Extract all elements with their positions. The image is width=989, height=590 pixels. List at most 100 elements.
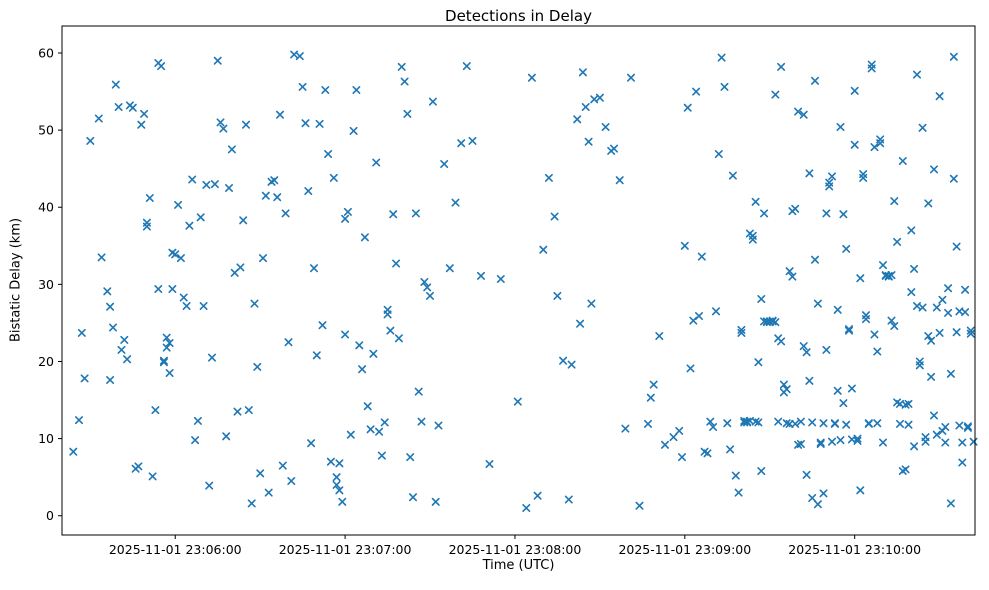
- data-point-marker: [477, 271, 485, 280]
- data-point-marker: [117, 345, 126, 354]
- data-point-marker: [819, 419, 828, 428]
- data-point-marker: [270, 176, 279, 185]
- data-point-marker: [250, 299, 259, 308]
- data-point-marker: [318, 321, 327, 330]
- data-point-marker: [584, 137, 593, 146]
- data-point-marker: [162, 343, 171, 352]
- chart-title: Detections in Delay: [445, 7, 592, 25]
- data-point-marker: [794, 107, 803, 116]
- data-point-marker: [788, 272, 797, 281]
- data-point-marker: [969, 437, 978, 446]
- data-point-marker: [400, 77, 409, 86]
- data-point-marker: [845, 326, 853, 335]
- data-point-marker: [533, 491, 542, 500]
- data-point-marker: [904, 399, 913, 408]
- data-point-marker: [828, 172, 836, 181]
- data-point-marker: [142, 218, 151, 227]
- data-point-marker: [737, 325, 746, 334]
- data-point-marker: [879, 261, 887, 270]
- data-point-marker: [731, 471, 740, 480]
- data-point-marker: [329, 173, 338, 182]
- data-point-marker: [686, 364, 695, 373]
- data-point-marker: [148, 472, 157, 481]
- data-point-marker: [856, 486, 865, 495]
- data-point-marker: [610, 144, 618, 153]
- data-point-marker: [816, 440, 825, 448]
- data-point-marker: [695, 312, 703, 320]
- data-point-marker: [346, 430, 355, 439]
- data-point-marker: [966, 326, 975, 335]
- data-point-marker: [360, 233, 369, 242]
- data-point-marker: [712, 307, 720, 316]
- axes-frame: [61, 25, 976, 536]
- data-point-marker: [961, 308, 970, 317]
- data-point-marker: [539, 245, 548, 254]
- data-point-marker: [426, 291, 434, 300]
- x-tick-label: 2025-11-01 23:07:00: [279, 542, 412, 557]
- data-point-marker: [431, 497, 440, 506]
- data-point-marker: [457, 139, 466, 148]
- data-point-marker: [941, 423, 950, 431]
- y-tick-label: 0: [46, 508, 54, 523]
- data-point-marker: [307, 439, 316, 448]
- data-point-marker: [253, 362, 262, 371]
- y-tick-label: 40: [38, 200, 54, 215]
- data-point-marker: [94, 114, 103, 123]
- data-point-marker: [842, 244, 851, 253]
- data-point-marker: [106, 376, 115, 384]
- data-point-marker: [896, 419, 904, 428]
- data-point-marker: [165, 339, 174, 347]
- data-point-marker: [349, 126, 358, 135]
- data-point-marker: [406, 453, 415, 462]
- data-point-marker: [796, 417, 805, 426]
- data-point-marker: [389, 210, 398, 219]
- data-point-marker: [777, 337, 786, 346]
- data-point-marker: [822, 209, 831, 218]
- data-point-marker: [259, 254, 267, 263]
- data-point-marker: [222, 432, 231, 441]
- data-point-marker: [649, 380, 658, 389]
- data-point-marker: [930, 411, 938, 420]
- data-point-marker: [890, 197, 899, 206]
- data-point-marker: [182, 302, 191, 310]
- data-point-marker: [312, 351, 321, 360]
- data-point-marker: [225, 184, 233, 192]
- data-point-marker: [946, 369, 955, 378]
- data-point-marker: [910, 442, 919, 451]
- data-point-marker: [864, 419, 873, 428]
- data-point-marker: [451, 198, 460, 207]
- data-point-marker: [941, 438, 950, 447]
- data-point-marker: [757, 295, 766, 303]
- data-point-marker: [123, 355, 132, 364]
- data-point-marker: [202, 180, 211, 189]
- data-point-marker: [754, 358, 763, 367]
- data-point-marker: [799, 110, 808, 119]
- data-point-marker: [375, 427, 384, 436]
- data-point-marker: [791, 419, 800, 428]
- data-point-marker: [799, 342, 808, 351]
- data-point-marker: [281, 209, 290, 218]
- data-point-marker: [191, 436, 200, 445]
- data-point-marker: [513, 397, 522, 406]
- data-point-marker: [924, 332, 933, 340]
- data-point-marker: [935, 92, 944, 101]
- data-point-marker: [171, 250, 180, 259]
- data-point-marker: [867, 64, 876, 73]
- data-point-marker: [924, 199, 933, 208]
- data-point-marker: [137, 120, 146, 129]
- data-point-marker: [717, 53, 726, 62]
- data-point-marker: [109, 323, 117, 332]
- data-point-marker: [208, 353, 216, 362]
- data-point-marker: [358, 365, 367, 374]
- data-point-marker: [409, 493, 417, 502]
- data-point-marker: [363, 402, 372, 411]
- data-point-marker: [392, 259, 401, 268]
- data-point-marker: [918, 303, 927, 312]
- data-point-marker: [341, 214, 350, 223]
- data-point-marker: [802, 470, 811, 479]
- data-point-marker: [661, 440, 669, 449]
- data-point-marker: [134, 462, 143, 471]
- data-point-marker: [394, 334, 403, 343]
- data-point-marker: [680, 241, 689, 250]
- data-point-marker: [567, 360, 576, 369]
